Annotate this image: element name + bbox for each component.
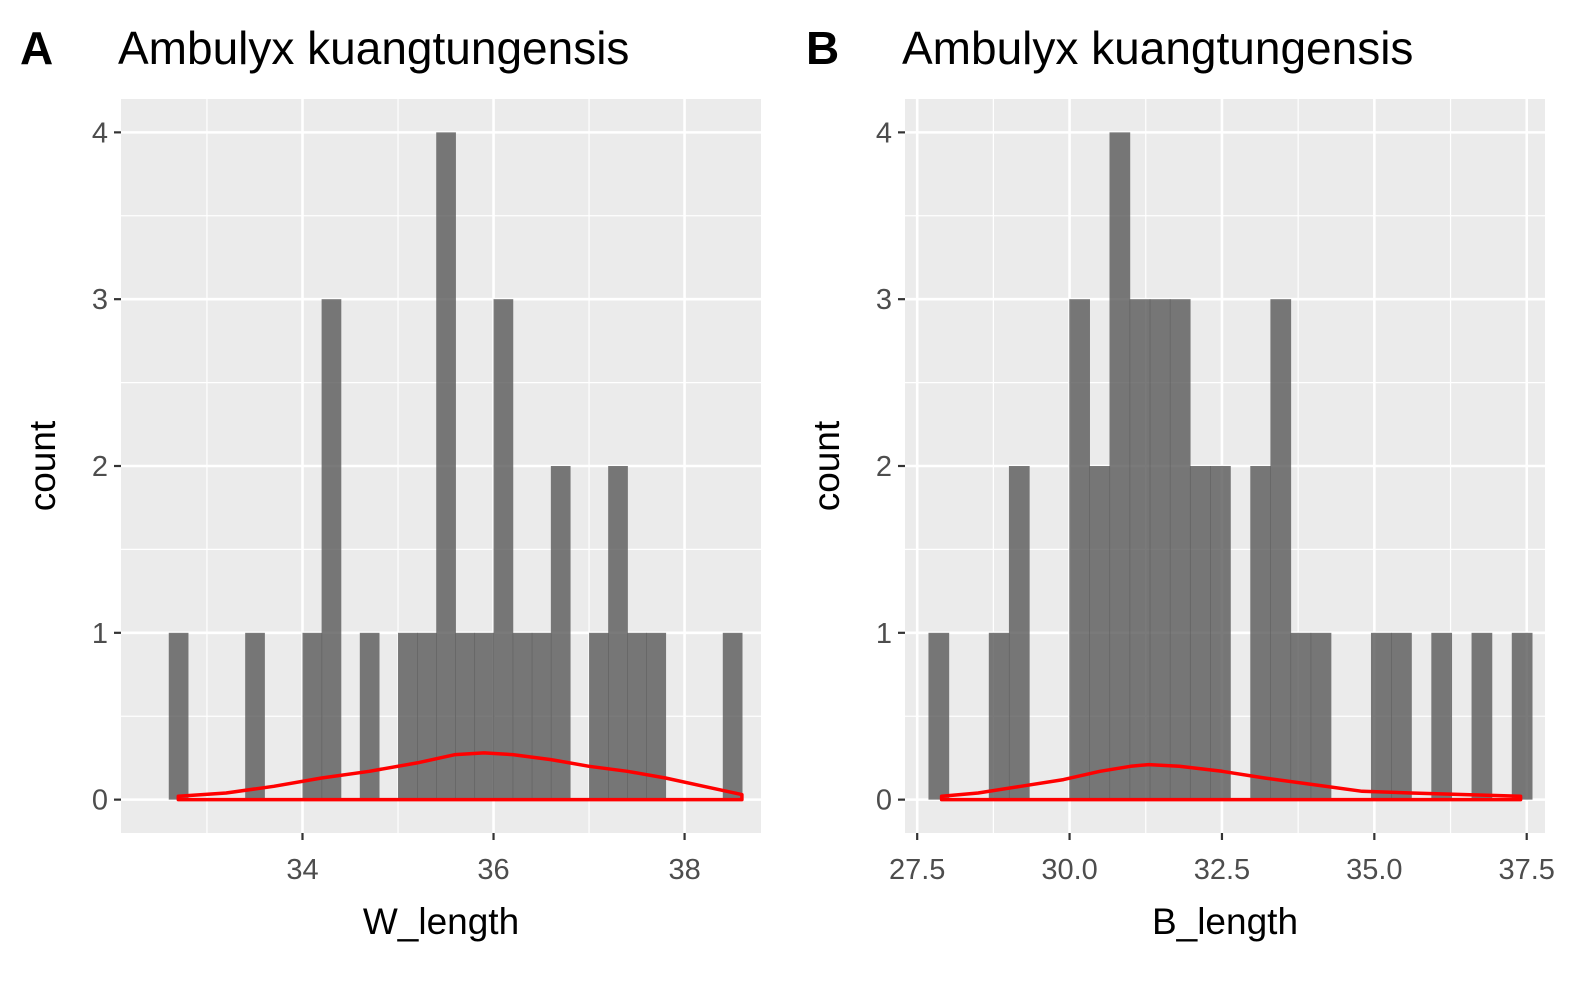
y-axis-title: count xyxy=(806,420,847,511)
x-tick-label: 37.5 xyxy=(1498,854,1554,886)
histogram-bar xyxy=(722,632,743,800)
x-axis-title: B_length xyxy=(1152,901,1298,942)
histogram-bar xyxy=(168,632,189,800)
y-tick-label: 4 xyxy=(92,117,108,149)
y-tick-label: 4 xyxy=(876,117,892,149)
histogram-bar xyxy=(608,466,628,800)
x-tick-label: 30.0 xyxy=(1041,854,1097,886)
histogram-bar xyxy=(550,466,571,800)
histogram-bar xyxy=(1069,299,1090,800)
y-tick-label: 3 xyxy=(92,284,108,316)
histogram-bar xyxy=(321,299,342,800)
panel-tag: B xyxy=(806,22,839,74)
panel-tag: A xyxy=(20,22,53,74)
density-curve xyxy=(939,762,1523,802)
histogram-bar xyxy=(245,632,265,800)
histogram-bar xyxy=(302,632,323,800)
histogram-bar xyxy=(988,632,1010,800)
density-curve xyxy=(176,751,744,802)
histogram-bar xyxy=(1109,132,1131,800)
histogram-bar xyxy=(1391,632,1412,800)
x-tick-label: 27.5 xyxy=(889,854,945,886)
histogram-bar xyxy=(1169,299,1191,800)
histogram-bar xyxy=(1008,466,1030,800)
histogram-bar xyxy=(1511,632,1533,800)
histogram-bar xyxy=(928,632,950,800)
chart-title: Ambulyx kuangtungensis xyxy=(118,22,629,74)
histogram-bar xyxy=(646,632,667,800)
histogram-bar xyxy=(1210,466,1231,800)
y-tick-label: 1 xyxy=(876,618,892,650)
panel-b: 27.5 30.0 32.5 35.0 37.5 0 1 2 3 4 B_length count B A… xyxy=(806,22,1555,942)
histogram-bar xyxy=(1129,299,1151,800)
y-tick-label: 3 xyxy=(876,284,892,316)
histogram-bar xyxy=(589,632,609,800)
histogram-bar xyxy=(1431,632,1453,800)
histogram-bar xyxy=(1270,299,1292,800)
y-tick-label: 0 xyxy=(92,785,108,817)
histogram-bar xyxy=(398,632,418,800)
histogram-bar xyxy=(627,632,647,800)
histogram-bar xyxy=(417,632,437,800)
histogram-bar xyxy=(1189,466,1211,800)
histogram-bar xyxy=(1310,632,1332,800)
x-tick-label: 36 xyxy=(477,854,509,886)
x-tick-label: 35.0 xyxy=(1346,854,1402,886)
histogram-bar xyxy=(436,132,456,800)
histogram-bar xyxy=(455,632,476,800)
histogram-bar xyxy=(531,632,552,800)
histogram-bar xyxy=(474,632,495,800)
histogram-bar xyxy=(1370,632,1392,800)
histogram-bar xyxy=(512,632,533,800)
y-tick-label: 0 xyxy=(876,785,892,817)
histogram-bar xyxy=(493,299,514,800)
y-tick-label: 1 xyxy=(92,618,108,650)
x-tick-label: 34 xyxy=(286,854,318,886)
histogram-bar xyxy=(1250,466,1272,800)
x-tick-label: 32.5 xyxy=(1194,854,1250,886)
y-axis-title: count xyxy=(22,420,63,511)
y-tick-label: 2 xyxy=(92,451,108,483)
histogram-bar xyxy=(1149,299,1171,800)
y-tick-label: 2 xyxy=(876,451,892,483)
chart-title: Ambulyx kuangtungensis xyxy=(902,22,1413,74)
histogram-bar xyxy=(359,632,380,800)
histogram-bar xyxy=(1290,632,1312,800)
x-tick-label: 38 xyxy=(668,854,700,886)
histogram-bar xyxy=(1471,632,1493,800)
histogram-bar xyxy=(1089,466,1111,800)
x-axis-title: W_length xyxy=(363,901,519,942)
